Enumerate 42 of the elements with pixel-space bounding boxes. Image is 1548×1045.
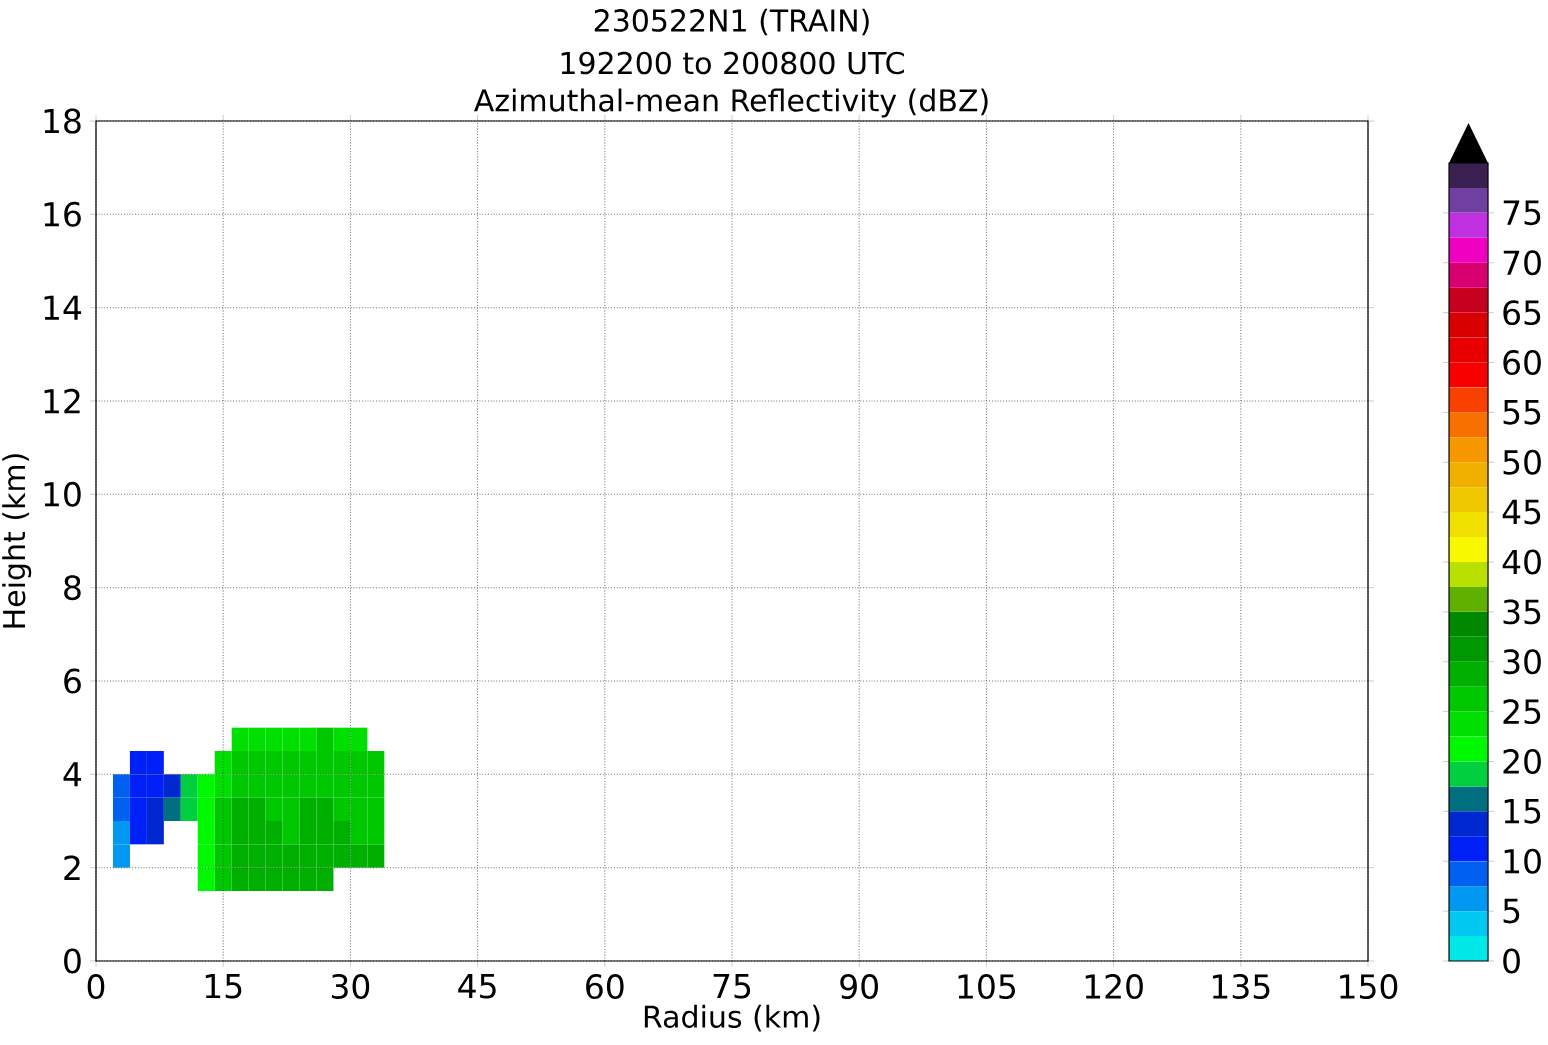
- color-bar-label: 60: [1503, 350, 1541, 375]
- color-bar-label: 30: [1503, 649, 1541, 675]
- x-tick-label: 120: [1085, 974, 1143, 1000]
- y-tick-label: 2: [64, 855, 80, 880]
- color-bar-label: 0: [1503, 948, 1520, 974]
- chart-subtitle: 192200 to 200800 UTC: [561, 51, 904, 75]
- color-bar-label: 45: [1502, 499, 1541, 525]
- color-bar-label: 10: [1504, 848, 1541, 874]
- color-bar-label: 55: [1503, 400, 1541, 425]
- y-tick-label: 14: [44, 295, 82, 320]
- x-tick-label: 90: [840, 974, 878, 1000]
- y-tick-label: 0: [64, 948, 81, 974]
- color-bar-label: 50: [1503, 449, 1541, 475]
- y-tick-label: 16: [44, 201, 81, 227]
- y-tick-label: 18: [44, 108, 81, 134]
- chart-title: 230522N1 (TRAIN): [594, 8, 869, 36]
- x-tick-label: 105: [958, 974, 1015, 1000]
- x-tick-label: 45: [458, 974, 496, 999]
- x-tick-label: 30: [331, 974, 370, 1000]
- y-tick-label: 10: [44, 481, 81, 507]
- x-tick-label: 15: [205, 974, 242, 999]
- color-bar-label: 35: [1503, 599, 1541, 625]
- x-tick-label: 0: [87, 974, 105, 1000]
- y-tick-label: 4: [63, 762, 82, 787]
- text: Azimuthal-mean Reflectivity (dBZ): [474, 88, 988, 118]
- color-bar-label: 5: [1503, 898, 1520, 924]
- color-bar-label: 75: [1503, 200, 1541, 226]
- y-tick-label: 6: [64, 668, 81, 694]
- x-tick-label: 60: [586, 974, 624, 1000]
- color-bar-label: 25: [1503, 699, 1541, 725]
- color-bar-label: 40: [1502, 549, 1541, 575]
- y-tick-label: 8: [64, 575, 81, 601]
- color-bar-label: 15: [1504, 799, 1541, 824]
- color-bar-label: 70: [1503, 250, 1541, 276]
- x-tick-label: 150: [1340, 974, 1398, 1000]
- color-bar-label: 65: [1503, 300, 1541, 326]
- x-tick-label: 75: [713, 974, 751, 999]
- x-tick-label: 135: [1212, 974, 1270, 1000]
- y-tick-label: 12: [44, 388, 80, 414]
- y-axis-title: Height (km): [2, 454, 32, 628]
- color-bar-label: 20: [1503, 749, 1541, 774]
- x-axis-title: Radius (km): [644, 1004, 820, 1032]
